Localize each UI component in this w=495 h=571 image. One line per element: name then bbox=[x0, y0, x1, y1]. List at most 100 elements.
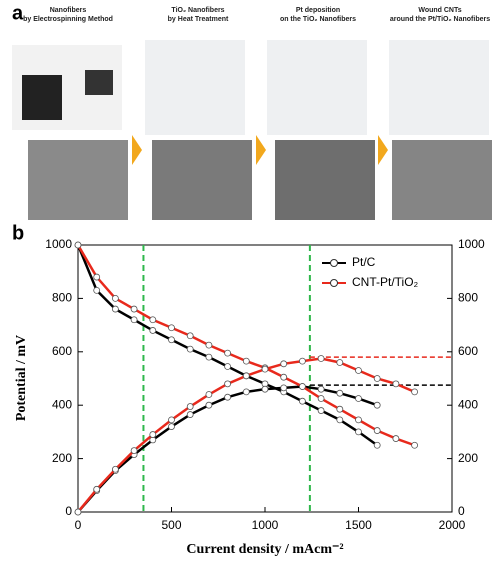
y2-tick-label: 800 bbox=[458, 291, 478, 305]
polarization-curve bbox=[76, 244, 378, 447]
point bbox=[336, 416, 344, 424]
legend-label: CNT-Pt/TiO₂ bbox=[352, 275, 419, 289]
y-axis-title: Potential / mV bbox=[14, 335, 29, 421]
point bbox=[280, 373, 288, 381]
point bbox=[130, 316, 138, 324]
x-tick-label: 500 bbox=[161, 518, 181, 532]
point bbox=[168, 423, 175, 430]
point bbox=[373, 375, 381, 382]
sem-image bbox=[152, 140, 252, 220]
sem-image bbox=[28, 140, 128, 220]
point bbox=[336, 359, 344, 366]
y2-tick-label: 0 bbox=[458, 504, 465, 518]
point bbox=[242, 388, 250, 396]
point bbox=[74, 508, 82, 516]
point bbox=[112, 294, 119, 302]
step-title: TiO₂ Nanofibers bbox=[171, 7, 224, 14]
point bbox=[149, 431, 157, 438]
point bbox=[224, 363, 232, 370]
arrow bbox=[132, 135, 142, 165]
point bbox=[298, 357, 306, 365]
point bbox=[93, 286, 101, 294]
arrow bbox=[378, 135, 388, 165]
point bbox=[373, 441, 381, 449]
arrow bbox=[256, 135, 266, 165]
point bbox=[280, 384, 288, 392]
schematics bbox=[12, 40, 492, 220]
point bbox=[336, 389, 344, 397]
sem-image bbox=[392, 140, 492, 220]
point bbox=[112, 305, 119, 313]
point bbox=[168, 336, 175, 344]
y2-tick-label: 200 bbox=[458, 451, 478, 465]
point bbox=[149, 327, 157, 334]
legend-marker bbox=[330, 259, 338, 267]
point bbox=[93, 485, 101, 493]
y2-tick-label: 1000 bbox=[458, 237, 485, 251]
tio2-schematic bbox=[145, 40, 245, 135]
sem-image bbox=[275, 140, 375, 220]
panel-label: b bbox=[12, 222, 24, 244]
point bbox=[205, 401, 213, 409]
device bbox=[22, 75, 62, 120]
point bbox=[411, 441, 419, 449]
point bbox=[149, 316, 157, 324]
point bbox=[168, 324, 175, 332]
point bbox=[317, 355, 325, 362]
point bbox=[224, 393, 232, 401]
pt-schematic bbox=[267, 40, 367, 135]
point bbox=[186, 403, 194, 410]
point bbox=[242, 357, 250, 365]
x-tick-label: 1000 bbox=[252, 518, 279, 532]
point bbox=[336, 405, 344, 413]
y-tick-label: 800 bbox=[52, 291, 72, 305]
step-title: Nanofibers bbox=[50, 7, 87, 14]
point bbox=[112, 465, 119, 473]
point bbox=[93, 273, 101, 281]
step-title: Pt deposition bbox=[296, 7, 340, 14]
x-axis-title: Current density / mAcm⁻² bbox=[186, 542, 343, 557]
step-title: by Heat Treatment bbox=[168, 16, 229, 23]
point bbox=[205, 341, 213, 349]
point bbox=[224, 380, 232, 388]
y2-tick-label: 600 bbox=[458, 344, 478, 358]
point bbox=[280, 360, 288, 368]
point bbox=[186, 345, 194, 353]
power-supply bbox=[85, 70, 113, 95]
y-tick-label: 0 bbox=[65, 504, 72, 518]
step-title: around the Pt/TiO₂ Nanofibers bbox=[390, 16, 490, 23]
x-tick-label: 2000 bbox=[439, 518, 466, 532]
point bbox=[224, 349, 232, 357]
point bbox=[168, 416, 175, 424]
y2-tick-label: 400 bbox=[458, 397, 478, 411]
point bbox=[205, 391, 213, 398]
legend-marker bbox=[330, 279, 338, 287]
step-title: Wound CNTs bbox=[418, 7, 461, 14]
point bbox=[298, 397, 306, 405]
point bbox=[130, 447, 138, 454]
point bbox=[298, 383, 306, 390]
point bbox=[355, 367, 362, 374]
point bbox=[355, 416, 362, 424]
point bbox=[392, 435, 400, 442]
y-tick-label: 1000 bbox=[45, 237, 72, 251]
point bbox=[186, 332, 194, 340]
point bbox=[317, 385, 325, 393]
point bbox=[317, 407, 325, 414]
y-tick-label: 200 bbox=[52, 451, 72, 465]
step-title: by Electrospinning Method bbox=[23, 16, 113, 23]
point bbox=[74, 241, 82, 249]
point bbox=[130, 305, 138, 313]
point bbox=[411, 388, 419, 396]
point bbox=[261, 385, 269, 393]
point bbox=[355, 395, 362, 402]
step-title: on the TiO₂ Nanofibers bbox=[280, 16, 356, 23]
y-tick-label: 400 bbox=[52, 397, 72, 411]
y-tick-label: 600 bbox=[52, 344, 72, 358]
point bbox=[242, 372, 250, 380]
point bbox=[186, 411, 194, 418]
x-tick-label: 1500 bbox=[345, 518, 372, 532]
point bbox=[355, 428, 362, 436]
